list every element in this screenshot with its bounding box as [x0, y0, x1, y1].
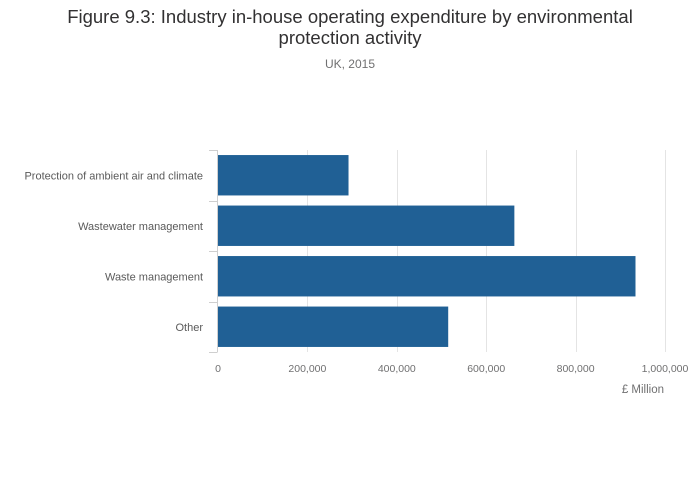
- x-tick-label: 200,000: [288, 363, 326, 375]
- bar: [218, 256, 636, 297]
- category-label: Other: [175, 322, 203, 334]
- chart-title-line-1: Figure 9.3: Industry in-house operating …: [67, 6, 633, 27]
- category-labels: Protection of ambient air and climate Was…: [24, 170, 203, 334]
- category-label: Protection of ambient air and climate: [24, 170, 203, 182]
- category-label: Waste management: [105, 271, 203, 283]
- bar: [218, 205, 515, 246]
- x-tick-label: 1,000,000: [642, 363, 689, 375]
- x-axis-label: £ Million: [622, 384, 664, 396]
- bars: [218, 155, 636, 347]
- category-label: Wastewater management: [78, 221, 203, 233]
- chart-subtitle: UK, 2015: [324, 57, 376, 71]
- x-tick-label: 0: [215, 363, 221, 375]
- bar: [218, 306, 449, 347]
- x-tick-label: 600,000: [467, 363, 505, 375]
- x-tick-label: 800,000: [557, 363, 595, 375]
- y-axis: [209, 150, 218, 353]
- chart-title-line-2: protection activity: [278, 27, 422, 48]
- bar: [218, 155, 349, 196]
- x-tick-label: 400,000: [378, 363, 416, 375]
- chart-title: Figure 9.3: Industry in-house operating …: [0, 6, 700, 48]
- x-tick-labels: 0 200,000 400,000 600,000 800,000 1,000,000: [215, 363, 688, 375]
